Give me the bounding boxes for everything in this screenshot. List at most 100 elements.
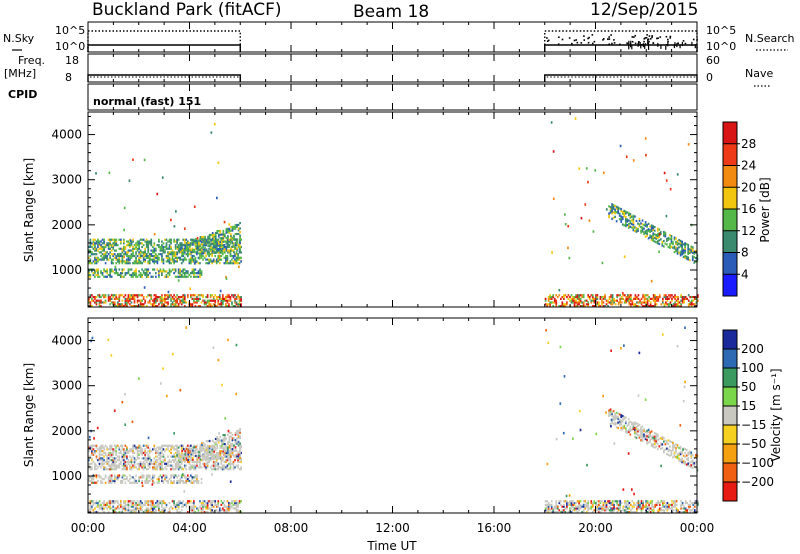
echo-cell xyxy=(624,294,626,296)
echo-cell xyxy=(96,482,98,484)
echo-cell xyxy=(630,504,632,506)
echo-cell xyxy=(232,448,234,450)
echo-cell xyxy=(619,207,621,209)
echo-cell xyxy=(102,239,104,241)
echo-cell xyxy=(121,401,123,404)
echo-cell xyxy=(173,294,175,296)
echo-cell xyxy=(118,248,120,250)
echo-cell xyxy=(616,415,618,417)
echo-cell xyxy=(97,257,99,259)
echo-cell xyxy=(626,430,628,432)
echo-cell xyxy=(94,257,96,259)
echo-cell xyxy=(689,301,691,303)
echo-cell xyxy=(111,253,113,255)
nsearch-point xyxy=(649,35,651,37)
echo-cell xyxy=(634,421,636,423)
echo-cell xyxy=(583,294,585,296)
echo-cell xyxy=(654,230,656,232)
echo-cell xyxy=(158,463,160,465)
echo-cell xyxy=(155,294,157,296)
echo-cell xyxy=(625,417,627,419)
echo-cell xyxy=(120,294,122,296)
echo-cell xyxy=(219,466,221,468)
echo-cell xyxy=(663,437,665,439)
echo-cell xyxy=(182,473,184,476)
nsearch-point xyxy=(631,36,633,38)
echo-cell xyxy=(135,294,137,296)
echo-cell xyxy=(117,298,119,300)
power-ylabel: Slant Range [km] xyxy=(22,158,36,262)
echo-cell xyxy=(235,446,237,448)
echo-cell xyxy=(194,446,196,448)
echo-cell xyxy=(140,239,142,241)
echo-cell xyxy=(147,454,149,456)
echo-cell xyxy=(207,445,209,447)
power-panel: 1000200030004000 Slant Range [km] 481216… xyxy=(22,112,772,307)
echo-cell xyxy=(160,246,162,248)
nsearch-tick-bottom: 10^0 xyxy=(706,40,736,53)
echo-cell xyxy=(637,434,639,436)
echo-cell xyxy=(679,301,681,303)
echo-cell xyxy=(689,465,691,467)
echo-cell xyxy=(96,253,98,255)
echo-cell xyxy=(239,468,241,470)
echo-cell xyxy=(609,509,611,511)
echo-cell xyxy=(109,452,111,454)
echo-cell xyxy=(631,422,633,424)
echo-cell xyxy=(672,241,674,243)
echo-cell xyxy=(238,233,240,235)
echo-cell xyxy=(144,445,146,447)
echo-cell xyxy=(237,294,239,296)
echo-cell xyxy=(166,239,168,241)
echo-cell xyxy=(158,476,160,478)
echo-cell xyxy=(146,507,148,509)
nsky-spike xyxy=(638,41,639,45)
echo-cell xyxy=(650,298,652,300)
echo-cell xyxy=(593,230,595,233)
echo-cell xyxy=(93,445,95,447)
echo-cell xyxy=(218,432,220,435)
echo-cell xyxy=(617,416,619,418)
echo-cell xyxy=(158,244,160,246)
echo-cell xyxy=(90,249,92,251)
echo-cell xyxy=(687,452,689,454)
echo-cell xyxy=(221,241,223,243)
echo-cell xyxy=(123,246,125,248)
echo-cell xyxy=(659,233,661,236)
echo-cell xyxy=(114,253,116,255)
echo-cell xyxy=(138,270,140,272)
echo-cell xyxy=(682,507,684,509)
echo-cell xyxy=(572,500,574,502)
echo-cell xyxy=(636,301,638,303)
echo-cell xyxy=(646,229,648,231)
echo-cell xyxy=(181,296,183,298)
echo-cell xyxy=(235,233,237,235)
echo-cell xyxy=(108,506,110,508)
echo-cell xyxy=(623,210,625,212)
echo-cell xyxy=(611,411,613,413)
echo-cell xyxy=(195,474,197,476)
echo-cell xyxy=(196,474,198,476)
echo-cell xyxy=(615,303,617,305)
echo-cell xyxy=(656,296,658,298)
echo-cell xyxy=(644,294,646,296)
echo-cell xyxy=(236,437,238,439)
echo-cell xyxy=(551,296,553,298)
echo-cell xyxy=(152,303,154,305)
echo-cell xyxy=(220,500,222,502)
echo-cell xyxy=(167,276,169,278)
echo-cell xyxy=(175,260,177,262)
nsky-spike xyxy=(682,42,683,46)
echo-cell xyxy=(164,466,166,468)
echo-cell xyxy=(619,500,621,502)
echo-cell xyxy=(236,500,238,502)
echo-cell xyxy=(609,301,611,303)
echo-cell xyxy=(557,296,559,298)
echo-cell xyxy=(105,504,107,506)
echo-cell xyxy=(117,445,119,447)
echo-cell xyxy=(587,294,589,296)
echo-cell xyxy=(205,506,207,508)
echo-cell xyxy=(649,431,651,433)
echo-cell xyxy=(109,248,111,250)
echo-cell xyxy=(195,455,197,457)
